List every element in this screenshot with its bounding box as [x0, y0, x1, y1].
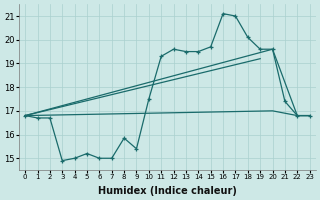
- X-axis label: Humidex (Indice chaleur): Humidex (Indice chaleur): [98, 186, 237, 196]
